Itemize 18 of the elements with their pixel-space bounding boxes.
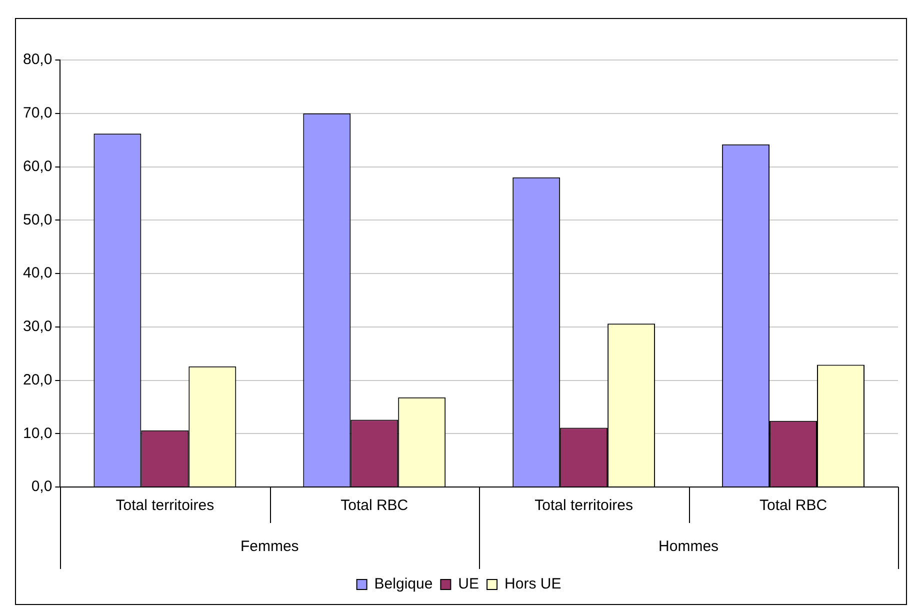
x-tick-label: Total RBC <box>760 497 828 514</box>
y-tick-label: 80,0 <box>22 51 52 68</box>
y-tick-label: 70,0 <box>22 104 52 122</box>
x-tick-label: Total territoires <box>534 497 634 514</box>
legend-label: UE <box>458 576 480 593</box>
legend-label: Belgique <box>374 576 433 593</box>
text: Hommes <box>658 538 719 556</box>
y-tick-label: 60,0 <box>22 158 52 175</box>
y-tick-label: 10,0 <box>22 424 52 442</box>
y-tick-label: 50,0 <box>22 211 52 228</box>
legend-label: Hors UE <box>504 576 562 593</box>
x-tick-label: Total RBC <box>340 497 408 514</box>
y-tick-label: 20,0 <box>22 371 52 388</box>
y-tick-label: 0,0 <box>31 478 52 496</box>
y-tick-label: 40,0 <box>22 264 52 282</box>
x-tick-label: Total territoires <box>116 497 214 514</box>
y-tick-label: 30,0 <box>22 318 52 336</box>
text: Femmes <box>240 538 299 556</box>
